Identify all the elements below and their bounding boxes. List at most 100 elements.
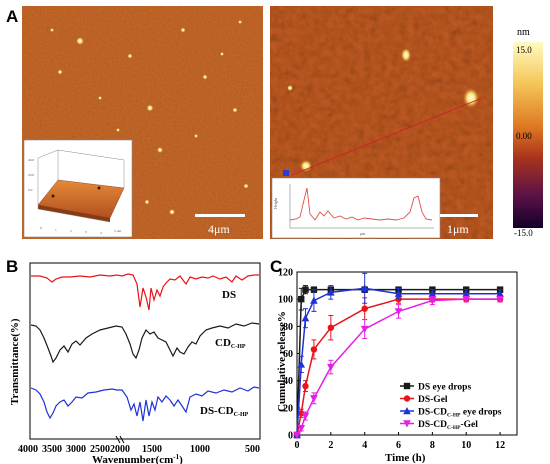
release-chart: 0 20 40 60 80 100 120 0 2 4 6 8 10 12 Cumulative rele… xyxy=(276,268,518,464)
legend-label: DS eye drops xyxy=(418,383,471,393)
afm-profile-marker xyxy=(283,170,289,176)
data-point xyxy=(403,420,411,428)
ftir-trace-ds xyxy=(31,273,259,311)
release-xlabel: Time (h) xyxy=(385,452,426,464)
series-3 xyxy=(293,295,504,439)
y-tick-label: 40 xyxy=(283,376,293,387)
ftir-trace-ds-cd xyxy=(30,386,260,422)
afm-profile-inset: Height μm xyxy=(271,177,441,239)
x-tick-label: 12 xyxy=(495,440,505,451)
svg-text:0.0: 0.0 xyxy=(28,188,33,192)
series-2 xyxy=(293,272,504,439)
ftir-xticks: 4000 3500 3000 2500 2000 1500 1000 500 xyxy=(18,444,260,455)
data-point xyxy=(310,346,318,353)
x-tick-label: 4 xyxy=(362,440,367,451)
data-point xyxy=(462,289,471,297)
afm-image-left: 40.0 20.0 0.0 0 1 2 3 4 5 μm 4μm xyxy=(22,6,263,239)
data-point xyxy=(428,289,437,297)
panel-label-a: A xyxy=(6,7,19,26)
y-tick-label: 100 xyxy=(278,295,293,306)
colorbar-tick-bottom: -15.0 xyxy=(514,228,533,238)
x-tick-label: 2 xyxy=(328,440,333,451)
data-point xyxy=(428,297,437,305)
svg-text:4: 4 xyxy=(100,231,102,235)
ftir-xtick: 2500 xyxy=(90,444,110,455)
panel-label-b: B xyxy=(6,257,19,276)
ftir-label-ds-cd: DS-CDC-HP xyxy=(200,405,249,418)
y-tick-label: 80 xyxy=(283,322,293,333)
afm-image-right: Height μm 1μm xyxy=(270,6,493,239)
afm-profile-line xyxy=(291,97,483,176)
ftir-xtick: 2000 xyxy=(110,444,130,455)
data-point xyxy=(297,425,306,433)
panel-label-c: C xyxy=(270,257,283,276)
x-tick-label: 10 xyxy=(461,440,471,451)
data-point xyxy=(394,289,403,297)
afm-scalebar-right-label: 1μm xyxy=(447,222,469,236)
data-point xyxy=(462,295,471,304)
ftir-ylabel: Transmittance(%) xyxy=(9,318,21,405)
data-point xyxy=(496,289,504,297)
svg-text:20.0: 20.0 xyxy=(28,173,34,177)
ftir-trace-cd xyxy=(30,322,260,364)
y-tick-label: 0 xyxy=(288,431,293,442)
colorbar-tick-mid: 0.00 xyxy=(516,131,532,141)
ftir-label-ds: DS xyxy=(222,289,236,301)
data-point xyxy=(394,308,403,316)
y-tick-label: 60 xyxy=(283,349,293,360)
ftir-xtick: 1500 xyxy=(142,444,162,455)
ftir-label-cd: CDC-HP xyxy=(215,337,246,350)
svg-text:40.0: 40.0 xyxy=(28,158,34,162)
data-point xyxy=(302,382,309,390)
data-point xyxy=(403,395,411,402)
data-point xyxy=(496,295,504,304)
ftir-xtick: 500 xyxy=(245,444,260,455)
ftir-xtick: 3500 xyxy=(42,444,62,455)
svg-text:3: 3 xyxy=(85,230,87,234)
data-point xyxy=(301,314,310,322)
ftir-panel: DS CDC-HP DS-CDC-HP Transmittance(%) 400… xyxy=(9,262,261,464)
afm-panel: 40.0 20.0 0.0 0 1 2 3 4 5 μm 4μm Height μm xyxy=(22,6,543,239)
colorbar-unit: nm xyxy=(517,27,530,38)
data-point xyxy=(310,296,318,304)
y-tick-label: 20 xyxy=(283,403,293,414)
x-tick-label: 8 xyxy=(430,440,435,451)
data-point xyxy=(360,325,369,334)
afm-scalebar-left xyxy=(195,214,245,217)
ftir-xtick: 3000 xyxy=(66,444,86,455)
data-point xyxy=(297,360,306,368)
data-point xyxy=(301,412,310,420)
legend-label: DS-CDC-HP-Gel xyxy=(418,420,478,431)
data-point xyxy=(302,286,309,293)
svg-text:0: 0 xyxy=(40,226,42,230)
data-point xyxy=(403,382,411,390)
colorbar-tick-top: 15.0 xyxy=(516,45,532,55)
data-point xyxy=(310,395,318,403)
legend-label: DS-CDC-HP eye drops xyxy=(418,408,502,419)
afm-scalebar-right xyxy=(440,214,478,217)
y-tick-label: 120 xyxy=(278,268,293,279)
data-point xyxy=(298,295,305,303)
ftir-xtick: 4000 xyxy=(18,444,38,455)
x-tick-label: 6 xyxy=(396,440,401,451)
data-point xyxy=(327,363,335,372)
afm-profile-xlabel: μm xyxy=(360,231,366,236)
afm-profile-ylabel: Height xyxy=(273,197,278,209)
svg-text:2: 2 xyxy=(70,229,72,233)
data-point xyxy=(293,431,301,439)
release-legend: DS eye drops DS-Gel DS-CDC-HP eye dropsDS-… xyxy=(400,382,502,431)
data-point xyxy=(403,407,411,415)
data-point xyxy=(360,284,369,292)
ftir-xlabel: Wavenumber(cm-1) xyxy=(92,453,183,464)
svg-text:1: 1 xyxy=(55,228,57,232)
data-point xyxy=(327,288,335,296)
x-tick-label: 0 xyxy=(295,440,300,451)
afm-colorbar: nm 15.0 0.00 -15.0 xyxy=(513,27,543,238)
release-ylabel: Cumulative release% xyxy=(276,311,288,412)
data-point xyxy=(327,324,335,331)
afm-scalebar-left-label: 4μm xyxy=(208,222,230,236)
legend-label: DS-Gel xyxy=(418,395,448,405)
ftir-xtick: 1000 xyxy=(190,444,210,455)
series-line xyxy=(296,287,501,436)
afm-3d-inset: 40.0 20.0 0.0 0 1 2 3 4 5 μm xyxy=(23,139,133,238)
